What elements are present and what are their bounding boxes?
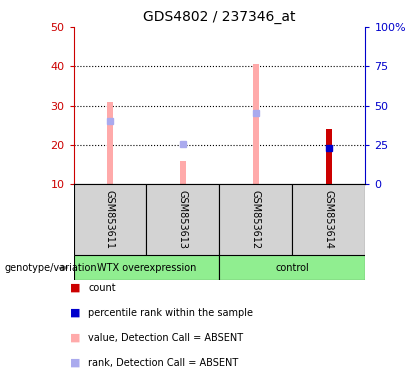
- Bar: [107, 102, 113, 184]
- Text: GSM853613: GSM853613: [178, 190, 188, 249]
- Text: count: count: [88, 283, 116, 293]
- Bar: [74, 255, 220, 280]
- Text: ■: ■: [71, 308, 81, 318]
- Text: value, Detection Call = ABSENT: value, Detection Call = ABSENT: [88, 333, 243, 343]
- Bar: [147, 184, 220, 255]
- Title: GDS4802 / 237346_at: GDS4802 / 237346_at: [143, 10, 296, 25]
- Bar: [326, 129, 332, 184]
- Bar: [253, 64, 259, 184]
- Text: rank, Detection Call = ABSENT: rank, Detection Call = ABSENT: [88, 358, 239, 368]
- Text: ■: ■: [71, 283, 81, 293]
- Text: GSM853611: GSM853611: [105, 190, 115, 249]
- Bar: [74, 184, 147, 255]
- Bar: [292, 184, 365, 255]
- Text: GSM853614: GSM853614: [324, 190, 334, 249]
- Text: GSM853612: GSM853612: [251, 190, 261, 249]
- Text: genotype/variation: genotype/variation: [4, 263, 97, 273]
- Text: ■: ■: [71, 333, 81, 343]
- Bar: [220, 255, 365, 280]
- Text: control: control: [276, 263, 309, 273]
- Text: WTX overexpression: WTX overexpression: [97, 263, 196, 273]
- Text: ■: ■: [71, 358, 81, 368]
- Bar: [220, 184, 292, 255]
- Bar: [180, 161, 186, 184]
- Text: percentile rank within the sample: percentile rank within the sample: [88, 308, 253, 318]
